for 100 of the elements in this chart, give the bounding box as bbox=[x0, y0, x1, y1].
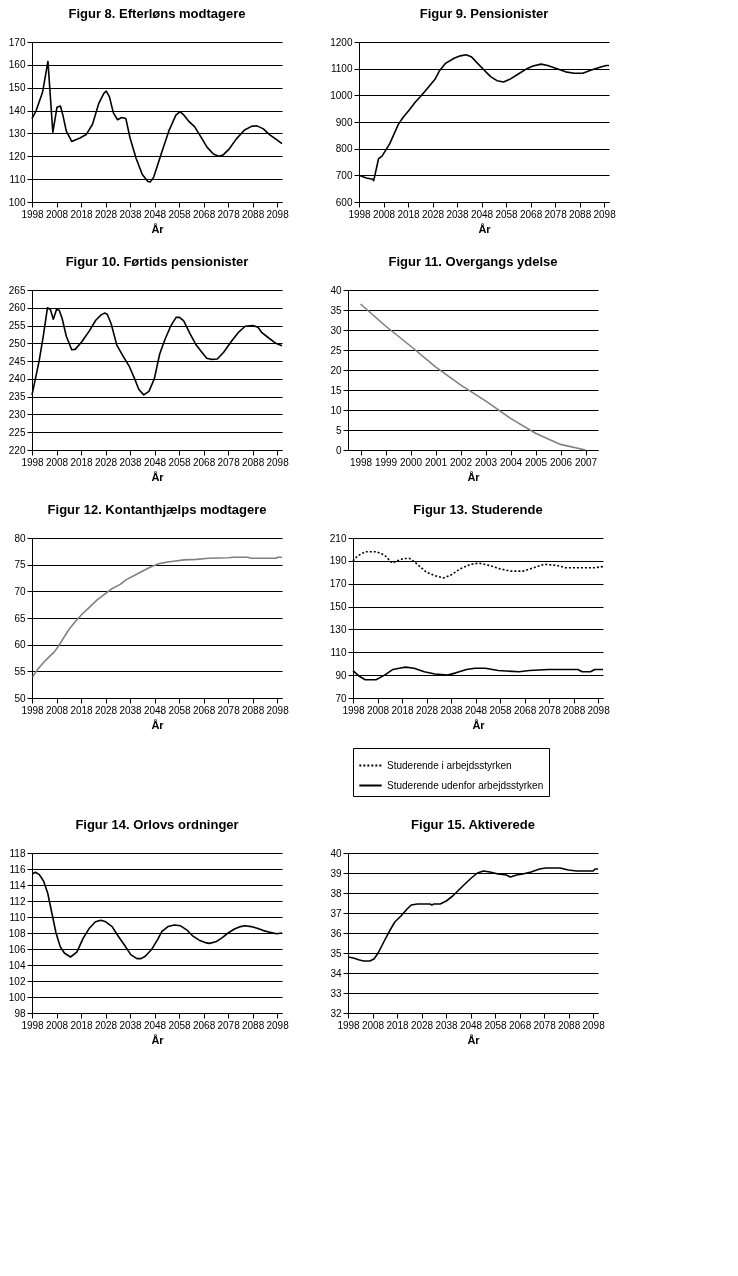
x-tick-label: 2068 bbox=[513, 704, 537, 716]
y-tick-label: 130 bbox=[8, 127, 26, 139]
y-tick-label: 30 bbox=[330, 324, 342, 336]
x-tick-label: 2098 bbox=[266, 208, 290, 220]
y-tick-label: 10 bbox=[330, 404, 342, 416]
y-tick-label: 1100 bbox=[330, 63, 353, 75]
x-tick-label: 1998 bbox=[342, 704, 366, 716]
x-tick-label: 2018 bbox=[70, 456, 94, 468]
chart-title: Figur 15. Aktiverede bbox=[411, 817, 535, 832]
x-tick-label: 2018 bbox=[70, 704, 94, 716]
y-tick-label: 110 bbox=[9, 173, 26, 185]
x-tick-label: 2038 bbox=[119, 704, 143, 716]
x-tick-label: 2048 bbox=[470, 208, 494, 220]
y-tick-label: 190 bbox=[329, 555, 347, 567]
x-tick-label: 1998 bbox=[348, 208, 372, 220]
x-tick-label: 2068 bbox=[192, 704, 216, 716]
x-tick-label: 2038 bbox=[119, 1019, 143, 1031]
y-tick-label: 110 bbox=[9, 911, 26, 923]
x-tick-label: 2028 bbox=[94, 1019, 118, 1031]
x-tick-label: 2003 bbox=[474, 456, 498, 468]
x-tick-label: 2038 bbox=[119, 456, 143, 468]
y-tick-label: 33 bbox=[330, 987, 342, 999]
y-tick-label: 60 bbox=[14, 639, 26, 651]
y-tick-label: 600 bbox=[335, 196, 353, 208]
y-tick-label: 55 bbox=[14, 665, 26, 677]
x-tick-label: 2098 bbox=[593, 208, 617, 220]
x-tick-label: 2048 bbox=[143, 1019, 167, 1031]
x-tick-label: 2098 bbox=[582, 1019, 606, 1031]
x-tick-label: 2068 bbox=[192, 208, 216, 220]
x-tick-label: 2088 bbox=[568, 208, 592, 220]
y-tick-label: 700 bbox=[335, 169, 353, 181]
y-tick-label: 114 bbox=[9, 879, 26, 891]
x-tick-label: 1998 bbox=[337, 1019, 361, 1031]
x-tick-label: 2007 bbox=[574, 456, 598, 468]
y-tick-label: 36 bbox=[330, 927, 342, 939]
chart-title: Figur 14. Orlovs ordninger bbox=[75, 817, 239, 832]
y-tick-label: 160 bbox=[8, 59, 26, 71]
y-tick-label: 110 bbox=[330, 646, 347, 658]
x-tick-label: 1998 bbox=[21, 1019, 45, 1031]
y-tick-label: 235 bbox=[8, 391, 26, 403]
x-tick-label: 2000 bbox=[399, 456, 423, 468]
x-axis-title: År bbox=[151, 1033, 165, 1046]
y-tick-label: 37 bbox=[330, 907, 342, 919]
y-tick-label: 39 bbox=[330, 867, 342, 879]
x-tick-label: 2068 bbox=[519, 208, 543, 220]
y-tick-label: 265 bbox=[8, 284, 26, 296]
x-tick-label: 2004 bbox=[499, 456, 523, 468]
x-tick-label: 2068 bbox=[508, 1019, 532, 1031]
x-tick-label: 2048 bbox=[143, 208, 167, 220]
x-tick-label: 2038 bbox=[446, 208, 470, 220]
y-tick-label: 80 bbox=[14, 532, 26, 544]
line-series bbox=[31, 556, 283, 678]
x-tick-label: 2028 bbox=[94, 704, 118, 716]
x-tick-label: 2078 bbox=[544, 208, 568, 220]
x-tick-label: 2088 bbox=[241, 704, 265, 716]
x-tick-label: 1998 bbox=[21, 704, 45, 716]
y-tick-label: 75 bbox=[14, 559, 26, 571]
x-tick-label: 2088 bbox=[562, 704, 586, 716]
y-tick-label: 98 bbox=[14, 1007, 26, 1019]
x-tick-label: 2058 bbox=[495, 208, 519, 220]
y-tick-label: 32 bbox=[330, 1007, 342, 1019]
y-tick-label: 112 bbox=[9, 895, 26, 907]
y-tick-label: 240 bbox=[8, 373, 26, 385]
y-tick-label: 255 bbox=[8, 320, 26, 332]
x-tick-label: 2058 bbox=[168, 208, 192, 220]
y-tick-label: 118 bbox=[9, 847, 26, 859]
x-tick-label: 2098 bbox=[587, 704, 611, 716]
y-tick-label: 35 bbox=[330, 304, 342, 316]
y-tick-label: 120 bbox=[8, 150, 26, 162]
x-tick-label: 2088 bbox=[557, 1019, 581, 1031]
legend-label: Studerende i arbejdsstyrken bbox=[387, 759, 512, 771]
x-tick-label: 2088 bbox=[241, 208, 265, 220]
y-tick-label: 800 bbox=[335, 143, 353, 155]
y-tick-label: 210 bbox=[329, 532, 347, 544]
y-tick-label: 15 bbox=[330, 384, 342, 396]
x-tick-label: 2008 bbox=[366, 704, 390, 716]
x-tick-label: 2008 bbox=[361, 1019, 385, 1031]
y-tick-label: 220 bbox=[8, 444, 26, 456]
y-tick-label: 230 bbox=[8, 408, 26, 420]
chart-title: Figur 9. Pensionister bbox=[419, 6, 549, 21]
y-tick-label: 20 bbox=[330, 364, 342, 376]
x-tick-label: 2008 bbox=[45, 208, 69, 220]
x-tick-label: 2078 bbox=[217, 1019, 241, 1031]
y-tick-label: 90 bbox=[335, 669, 347, 681]
y-tick-label: 34 bbox=[330, 967, 342, 979]
y-tick-label: 100 bbox=[8, 196, 26, 208]
x-tick-label: 2018 bbox=[391, 704, 415, 716]
x-tick-label: 2098 bbox=[266, 1019, 290, 1031]
y-tick-label: 170 bbox=[329, 578, 347, 590]
y-tick-label: 250 bbox=[8, 337, 26, 349]
x-tick-label: 2018 bbox=[386, 1019, 410, 1031]
x-tick-label: 2001 bbox=[424, 456, 448, 468]
x-tick-label: 2078 bbox=[533, 1019, 557, 1031]
chart-title: Figur 11. Overgangs ydelse bbox=[388, 254, 558, 269]
y-tick-label: 70 bbox=[14, 585, 26, 597]
y-tick-label: 5 bbox=[335, 424, 342, 436]
y-tick-label: 245 bbox=[8, 355, 26, 367]
y-tick-label: 100 bbox=[8, 991, 26, 1003]
x-axis-title: År bbox=[151, 222, 165, 235]
y-tick-label: 900 bbox=[335, 116, 353, 128]
